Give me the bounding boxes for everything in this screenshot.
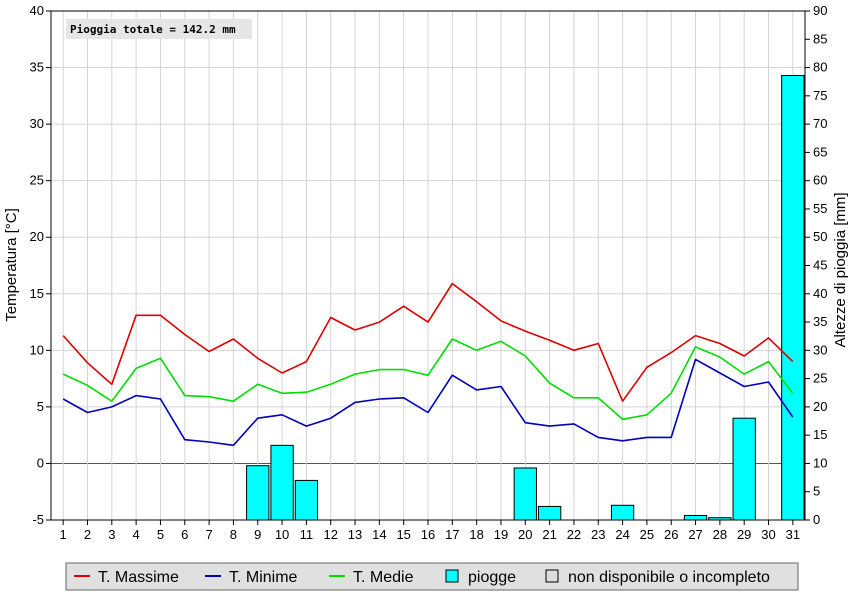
legend: T. Massime T. Minime T. Medie piogge non dis… xyxy=(65,562,799,591)
x-tick-label: 13 xyxy=(348,527,362,542)
legend-label: T. Medie xyxy=(353,569,414,586)
rain-bar-29 xyxy=(732,417,756,521)
x-tick-label: 4 xyxy=(133,527,140,542)
rain-bar-21 xyxy=(537,505,562,521)
legend-item-0: T. Massime xyxy=(74,569,179,586)
y-left-tick-label: 20 xyxy=(30,229,44,244)
y-left-tick-label: 35 xyxy=(30,60,44,75)
legend-item-2: T. Medie xyxy=(329,569,414,586)
x-tick-label: 1 xyxy=(60,527,67,542)
x-tick-label: 16 xyxy=(421,527,435,542)
x-tick-label: 20 xyxy=(518,527,532,542)
rain-bar-10 xyxy=(270,444,294,521)
y-right-tick-label: 85 xyxy=(813,31,827,46)
x-tick-label: 24 xyxy=(615,527,629,542)
x-tick-label: 2 xyxy=(84,527,91,542)
total-rain-note: Pioggia totale = 142.2 mm xyxy=(66,19,252,39)
y-left-tick-label: 0 xyxy=(37,455,44,470)
temperature-lines xyxy=(62,282,794,447)
y-right-tick-label: 60 xyxy=(813,173,827,188)
grid xyxy=(51,10,805,521)
series-line-t-massime xyxy=(62,282,794,403)
rain-bar-20 xyxy=(513,467,537,521)
y-axis-left-title: Temperatura [°C] xyxy=(3,208,20,322)
y-left-tick-label: 10 xyxy=(30,342,44,357)
y-left-tick-label: 15 xyxy=(30,286,44,301)
legend-swatch xyxy=(445,569,459,583)
y-right-tick-label: 50 xyxy=(813,229,827,244)
y-right-tick-label: 80 xyxy=(813,60,827,75)
y-left-tick-label: -5 xyxy=(32,512,44,527)
x-tick-label: 6 xyxy=(181,527,188,542)
y-right-tick-label: 65 xyxy=(813,144,827,159)
y-right-tick-label: 15 xyxy=(813,427,827,442)
y-right-tick-label: 90 xyxy=(813,3,827,18)
y-right-tick-label: 45 xyxy=(813,258,827,273)
legend-swatch xyxy=(545,569,559,583)
legend-label: non disponibile o incompleto xyxy=(568,569,770,586)
legend-label: T. Massime xyxy=(98,569,179,586)
y-right-tick-label: 5 xyxy=(813,484,820,499)
x-tick-label: 28 xyxy=(713,527,727,542)
y-right-tick-label: 10 xyxy=(813,455,827,470)
x-tick-label: 31 xyxy=(786,527,800,542)
x-tick-label: 17 xyxy=(445,527,459,542)
y-right-tick-label: 20 xyxy=(813,399,827,414)
x-tick-label: 22 xyxy=(567,527,581,542)
legend-label: T. Minime xyxy=(229,569,298,586)
series-line-t-minime xyxy=(62,358,794,447)
y-right-tick-label: 25 xyxy=(813,371,827,386)
x-tick-label: 19 xyxy=(494,527,508,542)
y-right-tick-label: 35 xyxy=(813,314,827,329)
x-tick-label: 15 xyxy=(396,527,410,542)
x-tick-label: 23 xyxy=(591,527,605,542)
y-left-tick-label: 40 xyxy=(30,3,44,18)
y-left-tick-label: 5 xyxy=(37,399,44,414)
y-right-tick-label: 55 xyxy=(813,201,827,216)
series-line-t-medie xyxy=(62,338,794,421)
x-tick-label: 27 xyxy=(688,527,702,542)
x-tick-label: 8 xyxy=(230,527,237,542)
y-right-tick-label: 40 xyxy=(813,286,827,301)
y-axis-right-title: Altezze di pioggia [mm] xyxy=(832,192,849,347)
x-tick-label: 18 xyxy=(469,527,483,542)
y-right-tick-label: 0 xyxy=(813,512,820,527)
rain-bar-31 xyxy=(781,74,805,521)
y-right-tick-label: 30 xyxy=(813,342,827,357)
x-tick-label: 26 xyxy=(664,527,678,542)
x-tick-label: 7 xyxy=(205,527,212,542)
rain-bar-11 xyxy=(294,479,319,521)
rain-bar-27 xyxy=(683,514,708,521)
x-tick-label: 5 xyxy=(157,527,164,542)
total-rain-note-text: Pioggia totale = 142.2 mm xyxy=(70,23,236,36)
x-tick-label: 29 xyxy=(737,527,751,542)
x-tick-label: 9 xyxy=(254,527,261,542)
x-tick-label: 11 xyxy=(300,527,314,542)
y-right-tick-label: 75 xyxy=(813,88,827,103)
axes: 4035302520151050-59085807570656055504540… xyxy=(30,3,828,542)
x-tick-label: 25 xyxy=(640,527,654,542)
x-tick-label: 14 xyxy=(372,527,386,542)
x-tick-label: 10 xyxy=(275,527,289,542)
x-tick-label: 12 xyxy=(323,527,337,542)
legend-item-4: non disponibile o incompleto xyxy=(545,569,770,586)
x-tick-label: 21 xyxy=(542,527,556,542)
rain-bar-9 xyxy=(246,465,270,521)
x-tick-label: 30 xyxy=(761,527,775,542)
legend-item-3: piogge xyxy=(445,569,516,586)
x-tick-label: 3 xyxy=(108,527,115,542)
legend-item-1: T. Minime xyxy=(205,569,298,586)
y-right-tick-label: 70 xyxy=(813,116,827,131)
y-left-tick-label: 25 xyxy=(30,173,44,188)
legend-label: piogge xyxy=(468,569,516,586)
y-left-tick-label: 30 xyxy=(30,116,44,131)
rain-bar-24 xyxy=(610,504,635,521)
